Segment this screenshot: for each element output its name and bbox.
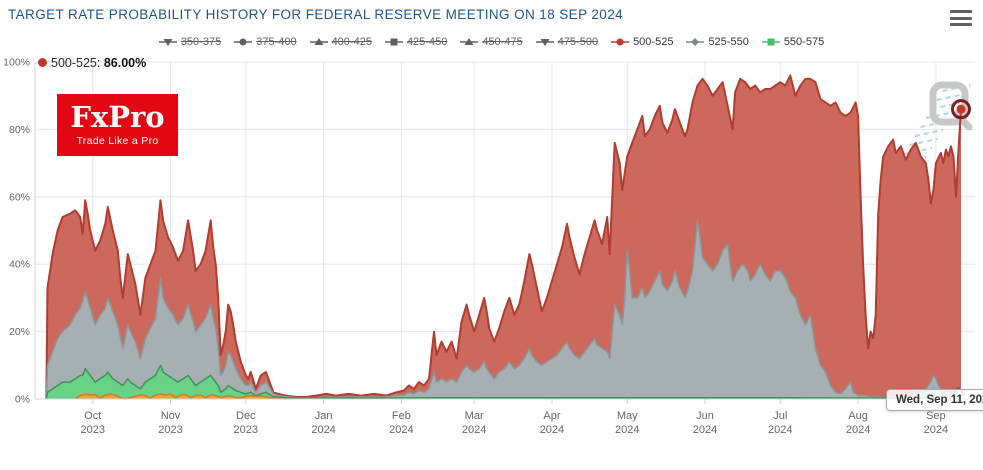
x-axis-month-label: Mar: [465, 410, 484, 422]
legend-marker-diamond-icon: [686, 38, 705, 46]
y-axis-tick-label: 60%: [9, 191, 30, 203]
area-525-550[interactable]: [46, 220, 962, 399]
x-axis-month-label: Oct: [84, 410, 101, 422]
legend-label: 475-500: [557, 36, 599, 48]
legend-label: 500-525: [633, 36, 674, 48]
y-axis-tick-label: 40%: [9, 259, 30, 271]
y-axis-tick-label: 80%: [9, 124, 30, 136]
line-500-525: [45, 74, 962, 400]
legend-label: 425-450: [406, 36, 448, 48]
series-dot-icon: [38, 58, 47, 67]
hamburger-icon: [950, 16, 972, 20]
x-axis-month-label: Apr: [543, 410, 560, 422]
legend-item-525-550[interactable]: 525-550: [686, 36, 749, 48]
x-axis-year-label: 2024: [924, 424, 948, 436]
legend-marker-circle-icon: [234, 38, 253, 46]
area-unlabeled-orange-band[interactable]: [75, 394, 286, 399]
legend-marker-square-icon: [384, 38, 403, 46]
legend: 350-375 375-400 400-425 425-450 450-475 475-5…: [0, 36, 983, 48]
page-title: TARGET RATE PROBABILITY HISTORY FOR FEDE…: [8, 7, 624, 22]
watermark-hatch-line: [914, 129, 944, 137]
x-axis-year-label: 2024: [389, 424, 413, 436]
legend-item-550-575[interactable]: 550-575: [761, 36, 825, 48]
x-axis-year-label: 2024: [693, 424, 717, 436]
legend-marker-triangle-down-icon: [535, 39, 554, 46]
hover-marker-500-525: [956, 104, 966, 114]
x-axis-year-label: 2023: [80, 424, 104, 436]
legend-item-500-525[interactable]: 500-525: [611, 36, 673, 48]
x-axis-year-label: 2024: [768, 424, 792, 436]
y-axis-tick-label: 20%: [9, 326, 30, 338]
legend-marker-square-icon: [761, 38, 780, 46]
x-axis-year-label: 2024: [846, 424, 870, 436]
legend-label: 375-400: [256, 36, 297, 48]
x-axis-month-label: Feb: [392, 410, 411, 422]
legend-label: 350-375: [180, 36, 222, 48]
legend-label: 550-575: [783, 36, 825, 48]
legend-marker-circle-icon: [611, 38, 630, 46]
hamburger-icon: [950, 23, 972, 26]
legend-marker-triangle-icon: [309, 38, 328, 45]
current-series-value: 86.00%: [103, 56, 147, 70]
fxpro-brand-text: FxPro: [70, 100, 165, 134]
x-axis-year-label: 2024: [462, 424, 486, 436]
x-axis-month-label: Jun: [696, 410, 714, 422]
watermark-hatch-line: [936, 93, 966, 101]
x-axis-month-label: Jan: [315, 410, 333, 422]
x-axis-month-label: Jul: [773, 410, 787, 422]
legend-marker-triangle-icon: [460, 38, 479, 45]
x-axis-month-label: Dec: [236, 410, 256, 422]
x-axis-year-label: 2024: [311, 424, 335, 436]
y-axis-tick-label: 0%: [15, 394, 30, 406]
legend-item-400-425[interactable]: 400-425: [309, 36, 372, 48]
chart-context-menu-button[interactable]: [950, 10, 972, 26]
x-axis-month-label: Nov: [161, 410, 181, 422]
hover-marker-ring-500-525: [950, 99, 971, 120]
legend-item-425-450[interactable]: 425-450: [384, 36, 448, 48]
legend-item-450-475[interactable]: 450-475: [460, 36, 523, 48]
current-point-label: 500-525: 86.00%: [38, 56, 146, 70]
x-axis-month-label: May: [617, 410, 638, 422]
legend-item-375-400[interactable]: 375-400: [234, 36, 297, 48]
fxpro-logo: FxPro Trade Like a Pro: [57, 94, 178, 156]
current-series-name: 500-525: [51, 56, 97, 70]
x-axis-year-label: 2023: [234, 424, 258, 436]
y-axis-tick-label: 100%: [3, 57, 30, 69]
x-axis-year-label: 2024: [540, 424, 564, 436]
x-axis-month-label: Aug: [848, 410, 868, 422]
date-tooltip: Wed, Sep 11, 2024: [886, 389, 983, 411]
watermark-hatch-line: [920, 120, 949, 128]
legend-item-350-375[interactable]: 350-375: [158, 36, 222, 48]
legend-label: 525-550: [708, 36, 749, 48]
line-550-575: [45, 364, 962, 400]
x-axis-month-label: Sep: [926, 410, 946, 422]
fxpro-tagline: Trade Like a Pro: [76, 135, 159, 147]
watermark-hatch-line: [942, 84, 971, 92]
line-525-550: [45, 219, 962, 400]
x-axis-year-label: 2023: [158, 424, 182, 436]
legend-label: 450-475: [482, 36, 523, 48]
legend-item-475-500[interactable]: 475-500: [535, 36, 599, 48]
hamburger-icon: [950, 10, 972, 13]
legend-marker-triangle-down-icon: [158, 39, 177, 46]
legend-label: 400-425: [331, 36, 372, 48]
line-unlabeled-orange-band: [74, 393, 286, 400]
x-axis-year-label: 2024: [615, 424, 639, 436]
